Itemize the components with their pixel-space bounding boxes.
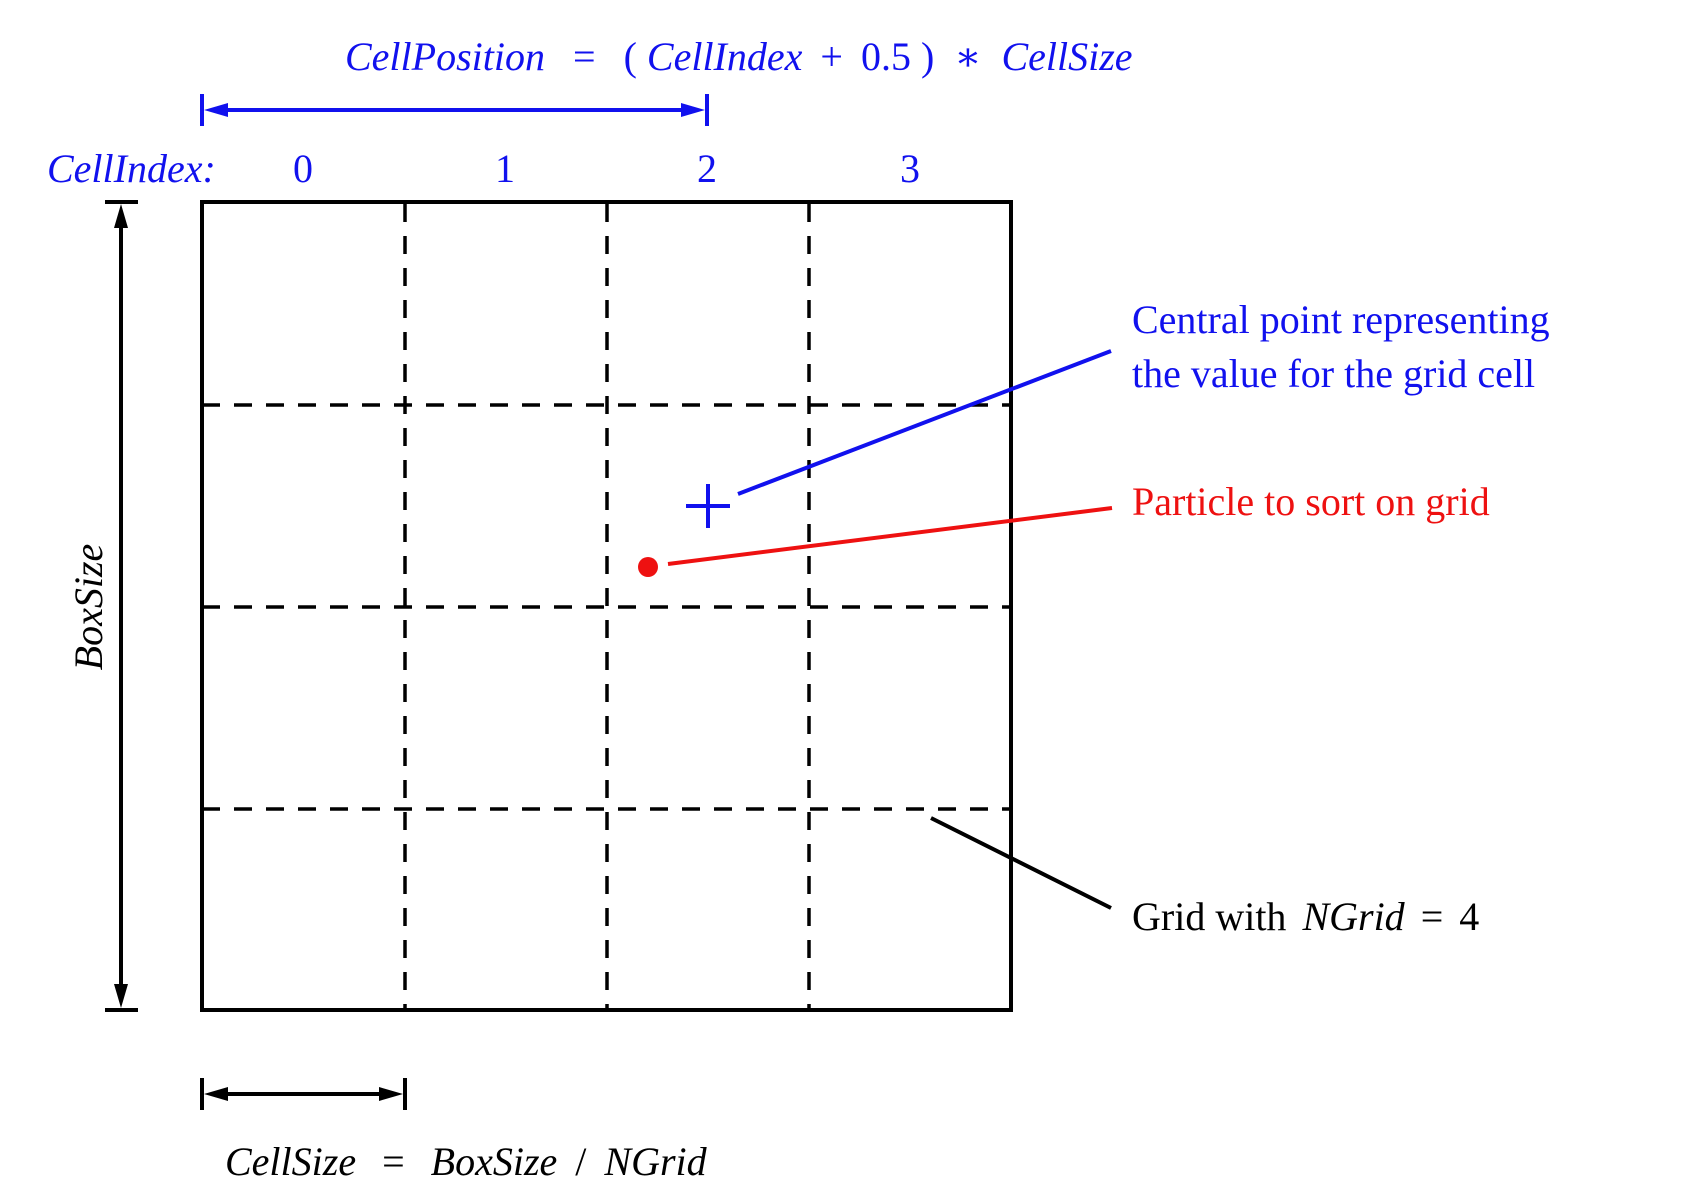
grid-label-prefix: Grid with [1132,894,1286,939]
top-formula-close-paren: ) [921,34,934,79]
cell-size-dimension-arrow [200,1078,407,1110]
top-formula: CellPosition = ( CellIndex + 0.5 ) ∗ Cel… [345,34,1133,79]
central-point-label-line-2: the value for the grid cell [1132,351,1535,396]
bottom-formula-box-size: BoxSize [431,1139,558,1184]
box-size-label: BoxSize [66,544,111,671]
particle-dot-icon [638,557,658,577]
central-point-plus-icon [686,484,730,528]
arrowhead-right-icon [681,103,705,117]
bottom-formula: CellSize = BoxSize / NGrid [225,1139,708,1184]
arrowhead-left-icon [204,1087,228,1101]
bottom-formula-ngrid: NGrid [603,1139,707,1184]
cell-size-term: CellSize [1001,34,1132,79]
central-point-label-line-1: Central point representing [1132,297,1550,342]
arrowhead-right-icon [379,1087,403,1101]
grid-box-outline [200,200,1013,1012]
cell-index-term: CellIndex [647,34,803,79]
arrowhead-up-icon [114,204,128,228]
grid-label-value: 4 [1459,894,1479,939]
cell-index-label: CellIndex: [47,146,216,191]
top-formula-plus: + [820,34,843,79]
cell-index-1: 1 [495,146,515,191]
bottom-formula-equals: = [382,1139,405,1184]
cell-position-dimension-arrow [200,94,709,126]
particle-label: Particle to sort on grid [1132,479,1490,524]
grid-label-var: NGrid [1301,894,1405,939]
top-formula-open-paren: ( [624,34,637,79]
particle-leader-line [667,506,1113,566]
grid-label-equals: = [1421,894,1444,939]
bottom-formula-slash: / [575,1139,587,1184]
cell-index-0: 0 [293,146,313,191]
grid-dashed-lines [202,204,1011,1010]
grid-leader-line [930,816,1112,910]
top-formula-half: 0.5 [861,34,911,79]
central-point-leader-line [737,349,1112,496]
top-formula-equals: = [573,34,596,79]
arrowhead-left-icon [204,103,228,117]
grid-label: Grid with NGrid = 4 [1132,894,1479,939]
cell-index-3: 3 [900,146,920,191]
top-formula-times: ∗ [954,34,981,79]
cell-index-2: 2 [697,146,717,191]
bottom-formula-cell-size: CellSize [225,1139,356,1184]
cell-position-term: CellPosition [345,34,545,79]
arrowhead-down-icon [114,984,128,1008]
box-size-dimension-arrow [105,200,138,1012]
